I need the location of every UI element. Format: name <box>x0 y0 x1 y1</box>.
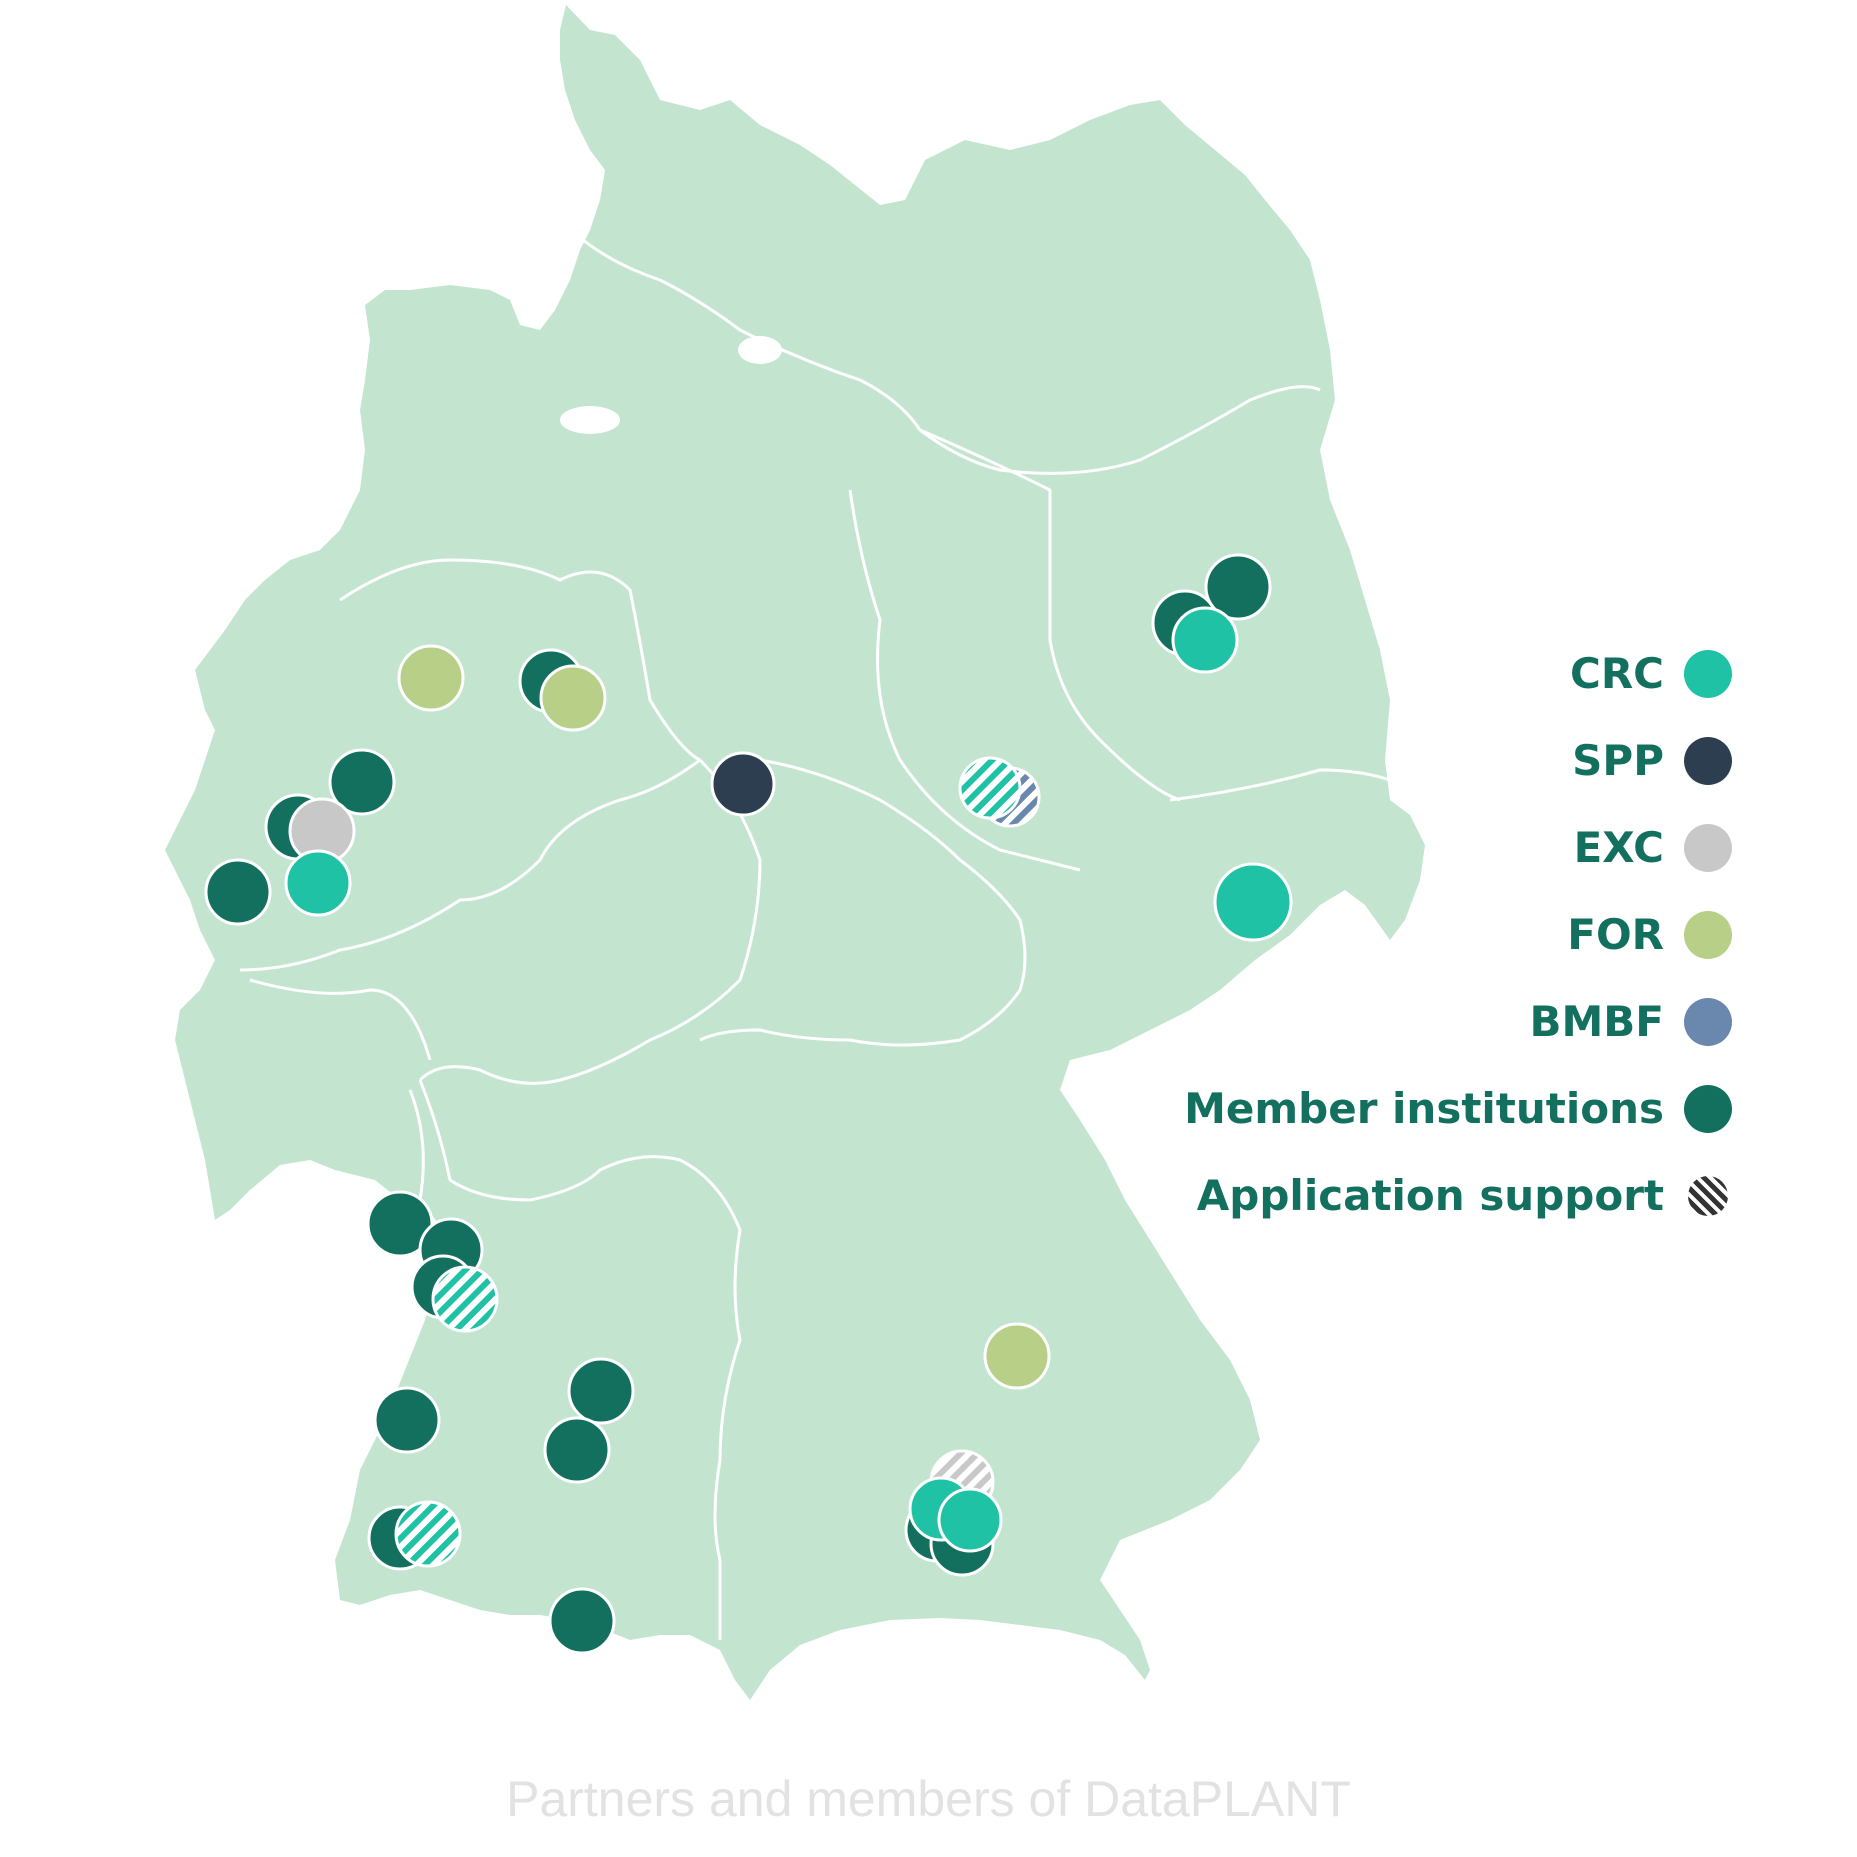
legend-item-exc: EXC <box>1184 804 1732 891</box>
bmbf-dot-icon <box>1684 997 1732 1046</box>
member-marker[interactable] <box>328 748 396 816</box>
crc-marker[interactable] <box>1171 606 1239 674</box>
hatched-dot-icon <box>1688 1175 1728 1216</box>
legend-item-support: Application support <box>1184 1152 1732 1239</box>
legend-label: Application support <box>1196 1171 1664 1220</box>
for-marker[interactable] <box>539 664 607 732</box>
member-marker[interactable] <box>373 1386 441 1454</box>
legend-label: CRC <box>1570 649 1664 698</box>
exc-dot-icon <box>1684 823 1732 872</box>
legend-label: SPP <box>1572 736 1664 785</box>
member-marker[interactable] <box>1204 553 1272 621</box>
for-dot-icon <box>1684 910 1732 959</box>
support-marker[interactable] <box>958 756 1022 820</box>
legend-label: BMBF <box>1529 997 1664 1046</box>
crc-marker[interactable] <box>937 1487 1003 1553</box>
spp-dot-icon <box>1684 736 1732 785</box>
legend-label: EXC <box>1573 823 1664 872</box>
city-hamburg <box>738 336 782 364</box>
legend-item-crc: CRC <box>1184 630 1732 717</box>
member-dot-icon <box>1684 1084 1732 1133</box>
member-marker[interactable] <box>548 1587 616 1655</box>
legend-item-spp: SPP <box>1184 717 1732 804</box>
legend-item-bmbf: BMBF <box>1184 978 1732 1065</box>
member-marker[interactable] <box>543 1416 611 1484</box>
support-marker[interactable] <box>394 1500 462 1568</box>
member-marker[interactable] <box>567 1357 635 1425</box>
support-marker[interactable] <box>431 1265 499 1333</box>
for-marker[interactable] <box>397 644 465 712</box>
lake-dummer <box>560 406 620 434</box>
legend-item-member: Member institutions <box>1184 1065 1732 1152</box>
crc-marker[interactable] <box>284 849 352 917</box>
crc-dot-icon <box>1684 649 1732 698</box>
legend: CRC SPP EXC FOR BMBF Member institutions… <box>1184 630 1732 1239</box>
legend-label: FOR <box>1567 910 1664 959</box>
crc-marker[interactable] <box>1213 862 1293 942</box>
spp-marker[interactable] <box>710 751 776 817</box>
for-marker[interactable] <box>983 1322 1051 1390</box>
legend-label: Member institutions <box>1184 1084 1664 1133</box>
markers <box>204 553 1293 1655</box>
legend-item-for: FOR <box>1184 891 1732 978</box>
map-caption: Partners and members of DataPLANT <box>506 1771 1351 1827</box>
member-marker[interactable] <box>204 858 272 926</box>
